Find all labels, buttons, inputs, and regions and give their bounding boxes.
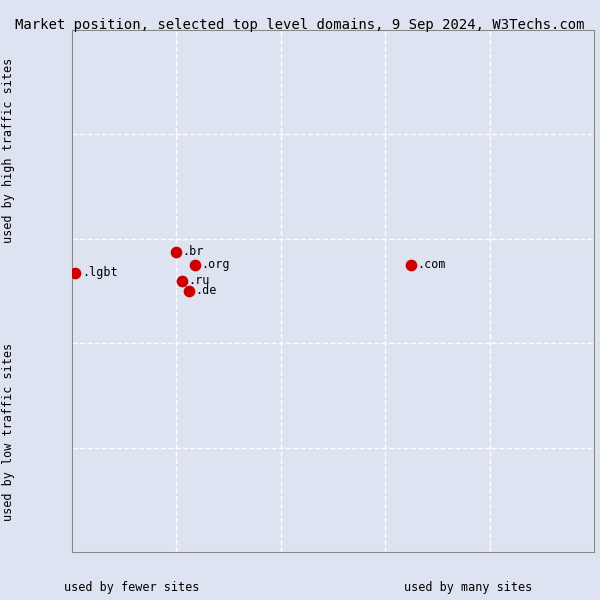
Point xyxy=(190,260,199,269)
Text: .de: .de xyxy=(196,284,217,298)
Text: .lgbt: .lgbt xyxy=(82,266,118,279)
Text: Market position, selected top level domains, 9 Sep 2024, W3Techs.com: Market position, selected top level doma… xyxy=(15,18,585,32)
Text: used by fewer sites: used by fewer sites xyxy=(64,581,200,594)
Point xyxy=(177,276,187,286)
Point xyxy=(407,260,416,269)
Point xyxy=(172,247,181,257)
Point xyxy=(70,268,79,278)
Text: used by many sites: used by many sites xyxy=(404,581,532,594)
Text: used by high traffic sites: used by high traffic sites xyxy=(2,58,16,242)
Text: .ru: .ru xyxy=(188,274,209,287)
Point xyxy=(185,286,194,296)
Text: used by low traffic sites: used by low traffic sites xyxy=(2,343,16,521)
Text: .br: .br xyxy=(182,245,204,259)
Text: .org: .org xyxy=(201,259,229,271)
Text: .com: .com xyxy=(418,259,446,271)
